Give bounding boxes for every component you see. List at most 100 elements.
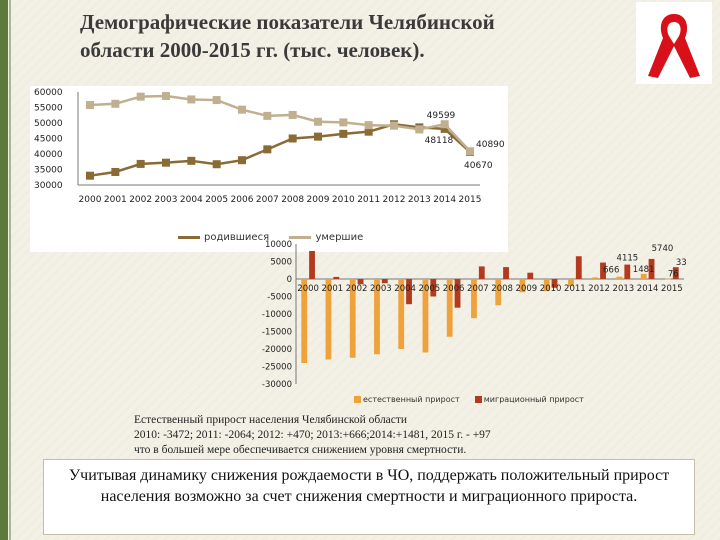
x-tick-label: 2013 — [408, 195, 431, 205]
bar-y-tick-label: -5000 — [267, 293, 292, 303]
x-tick-label: 2015 — [459, 195, 482, 205]
bar-x-tick-label: 2008 — [491, 284, 513, 294]
migration-growth-bar — [430, 279, 437, 297]
line-point — [288, 134, 297, 143]
legend-item-deaths: умершие — [289, 232, 363, 243]
migration-growth-bar — [672, 267, 679, 279]
y-tick-label: 45000 — [34, 135, 63, 145]
line-point — [314, 117, 322, 126]
line-series-0 — [89, 122, 471, 177]
migration-growth-bar — [648, 258, 655, 279]
line-data-label: 48118 — [425, 136, 454, 146]
bar-y-tick-label: 10000 — [265, 240, 292, 250]
caption-line-3: что в большей мере обеспечивается снижен… — [134, 444, 467, 456]
x-tick-label: 2007 — [256, 195, 279, 205]
bar-x-tick-label: 2002 — [346, 284, 368, 294]
x-tick-label: 2008 — [281, 195, 304, 205]
line-point — [136, 159, 145, 168]
conclusion-box: Учитывая динамику снижения рождаемости в… — [43, 459, 695, 535]
line-point — [440, 120, 449, 129]
y-tick-label: 40000 — [34, 150, 63, 160]
migration-growth-bar — [309, 251, 315, 279]
legend-item-births: родившиеся — [178, 232, 269, 243]
natural-growth-bar — [422, 279, 429, 353]
line-point — [212, 160, 221, 169]
migration-growth-bar — [575, 256, 582, 279]
natural-growth-bar — [640, 273, 647, 279]
bar-y-tick-label: -20000 — [262, 345, 292, 355]
red-ribbon-svg — [648, 14, 700, 78]
left-accent-line — [9, 0, 11, 540]
births-deaths-line-chart: 30000 35000 40000 45000 50000 55000 60000 2000 2… — [30, 86, 508, 252]
line-point — [364, 127, 373, 136]
natural-growth-bar — [349, 279, 356, 358]
y-tick-label: 35000 — [34, 166, 63, 176]
bar-x-tick-label: 2012 — [588, 284, 610, 294]
migration-growth-bar — [600, 262, 606, 279]
bar-chart-svg: 10000 5000 0 -5000 -10000 -15000 -20000 -25000 -… — [262, 240, 698, 390]
caption-text: Естественный прирост населения Челябинск… — [134, 413, 654, 458]
bar-x-tick-label: 2009 — [516, 284, 538, 294]
line-point — [238, 156, 246, 165]
bar-data-label: 666 — [603, 266, 619, 276]
natural-growth-bar — [665, 278, 671, 280]
natural-growth-bar — [374, 279, 380, 355]
bar-x-tick-label: 2005 — [419, 284, 441, 294]
natural-growth-bar — [471, 279, 477, 319]
line-chart-legend: родившиеся умершие — [178, 232, 363, 243]
bar-chart-legend: естественный прирост миграционный прирос… — [354, 395, 584, 404]
x-tick-label: 2002 — [129, 195, 152, 205]
bar-x-tick-label: 2015 — [661, 284, 683, 294]
line-point — [162, 158, 170, 167]
bar-y-tick-label: -25000 — [262, 363, 292, 373]
y-tick-label: 55000 — [34, 104, 63, 114]
population-growth-bar-chart: 10000 5000 0 -5000 -10000 -15000 -20000 -25000 -… — [256, 236, 698, 410]
x-tick-label: 2010 — [332, 195, 355, 205]
migration-growth-bar — [406, 279, 412, 305]
bar-y-tick-label: -10000 — [262, 310, 292, 320]
conclusion-text: Учитывая динамику снижения рождаемости в… — [68, 467, 670, 505]
line-point — [187, 156, 196, 165]
line-point — [162, 92, 170, 101]
line-point — [238, 105, 246, 114]
line-point — [187, 95, 196, 104]
x-tick-label: 2012 — [383, 195, 406, 205]
caption-line-1: Естественный прирост населения Челябинск… — [134, 414, 408, 426]
bar-x-tick-label: 2010 — [540, 284, 562, 294]
bar-y-tick-label: 0 — [287, 275, 292, 285]
red-ribbon-icon — [636, 2, 712, 84]
line-point — [440, 124, 449, 133]
natural-growth-bar — [325, 279, 332, 360]
x-tick-label: 2005 — [205, 195, 228, 205]
line-point — [466, 147, 474, 156]
line-point — [86, 171, 94, 180]
migration-growth-bar — [454, 279, 461, 308]
natural-growth-bar — [446, 279, 453, 337]
bar-data-label: 76 — [668, 270, 679, 280]
line-data-label: 40890 — [476, 140, 505, 150]
line-point — [314, 132, 322, 141]
bar-data-label: 4115 — [617, 254, 639, 264]
bar-x-tick-label: 2014 — [637, 284, 659, 294]
natural-growth-bar — [616, 276, 623, 279]
x-tick-label: 2001 — [104, 195, 127, 205]
natural-growth-bar — [592, 277, 599, 279]
bar-x-tick-label: 2006 — [443, 284, 465, 294]
line-point — [339, 129, 348, 138]
x-tick-label: 2011 — [357, 195, 380, 205]
legend-item-migration: миграционный прирост — [474, 395, 584, 404]
y-tick-label: 60000 — [34, 88, 63, 98]
line-data-label: 49599 — [427, 111, 456, 121]
line-point — [339, 118, 348, 127]
bar-x-tick-label: 2001 — [322, 284, 344, 294]
left-accent-bar — [0, 0, 8, 540]
legend-item-natural: естественный прирост — [354, 395, 460, 404]
natural-growth-bar — [568, 279, 574, 287]
bar-x-tick-label: 2011 — [564, 284, 586, 294]
bar-x-tick-label: 2007 — [467, 284, 489, 294]
slide-title: Демографические показатели Челябинской о… — [80, 8, 550, 64]
bar-x-tick-label: 2000 — [297, 284, 319, 294]
line-point — [364, 121, 373, 130]
